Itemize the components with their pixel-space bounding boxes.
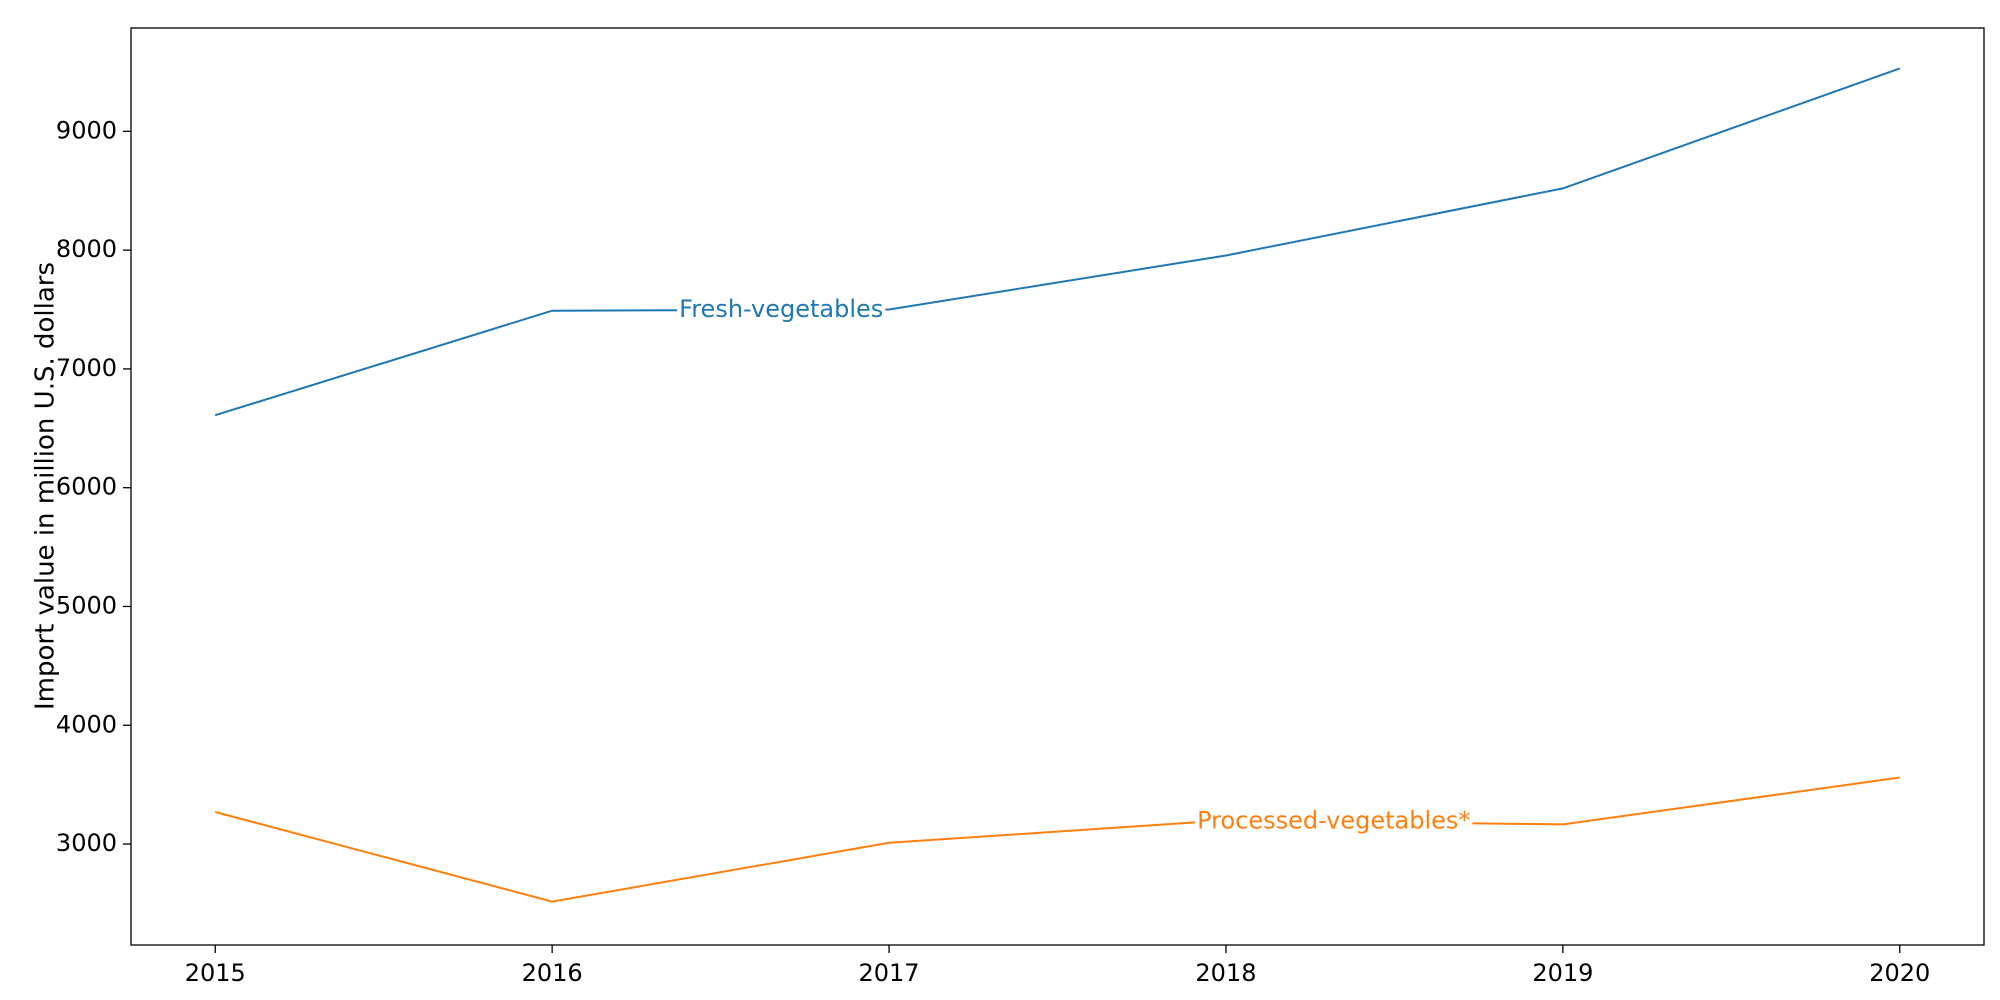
y-tick-label: 3000 xyxy=(56,829,117,857)
series-label-fresh-vegetables: Fresh-vegetables xyxy=(679,295,883,323)
series-lines: Fresh-vegetables Processed-vegetables* xyxy=(214,67,1901,903)
y-axis-label: Import value in million U.S. dollars xyxy=(31,262,61,710)
plot-frame xyxy=(130,27,1985,946)
x-tick-label: 2016 xyxy=(522,959,583,987)
x-tick-label: 2018 xyxy=(1195,959,1256,987)
y-tick-label: 4000 xyxy=(56,710,117,738)
y-tick-label: 9000 xyxy=(56,116,117,144)
x-tick-label: 2017 xyxy=(859,959,920,987)
series-line-processed-vegetables xyxy=(214,776,1900,903)
y-tick-label: 8000 xyxy=(56,235,117,263)
x-tick-label: 2015 xyxy=(185,959,246,987)
y-tick-label: 7000 xyxy=(56,354,117,382)
y-tick-label: 6000 xyxy=(56,473,117,501)
x-tick-label: 2019 xyxy=(1532,959,1593,987)
series-label-background xyxy=(1195,804,1473,837)
series-line-fresh-vegetables xyxy=(214,67,1901,417)
series-label-processed-vegetables: Processed-vegetables* xyxy=(1197,807,1470,835)
x-tick-label: 2020 xyxy=(1869,959,1930,987)
y-tick-label: 5000 xyxy=(56,591,117,619)
axis-ticks: 2015 2016 2017 2018 2019 2020 3000 4000 5000 6000… xyxy=(56,116,1930,987)
series-label-background xyxy=(677,292,886,325)
